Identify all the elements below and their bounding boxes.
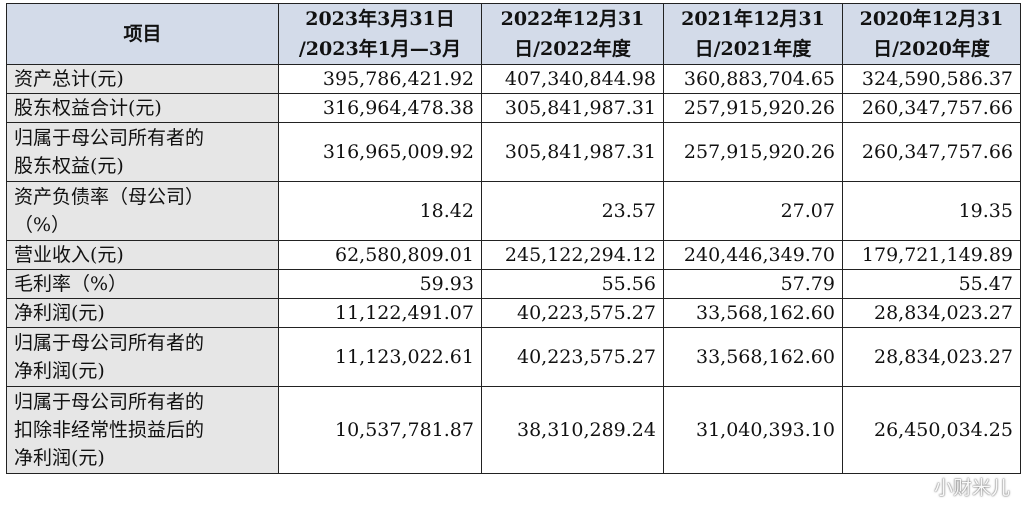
value-cell: 11,123,022.61 [278, 327, 482, 387]
value-cell: 305,841,987.31 [481, 93, 664, 123]
value-cell: 31,040,393.10 [663, 386, 843, 474]
value-cell: 38,310,289.24 [481, 386, 664, 474]
header-2022: 2022年12月31 日/2022年度 [481, 3, 664, 65]
table-row: 营业收入(元) 62,580,809.01 245,122,294.12 240,44… [6, 240, 1021, 270]
header-row: 项目 2023年3月31日 /2023年1月—3月 2022年12月31 日/2… [6, 3, 1021, 65]
value-cell: 179,721,149.89 [842, 240, 1021, 270]
table-row: 资产负债率（母公司） （%） 18.42 23.57 27.07 19.35 [6, 181, 1021, 241]
value-cell: 40,223,575.27 [481, 298, 664, 328]
header-2022-text: 2022年12月31 日/2022年度 [500, 8, 645, 60]
table-row: 归属于母公司所有者的 净利润(元) 11,123,022.61 40,223,575… [6, 327, 1021, 387]
header-2021-text: 2021年12月31 日/2021年度 [681, 8, 825, 60]
value-cell: 324,590,586.37 [842, 64, 1021, 94]
row-label: 归属于母公司所有者的 净利润(元) [6, 327, 279, 387]
value-cell: 33,568,162.60 [663, 327, 843, 387]
table-row: 归属于母公司所有者的 扣除非经常性损益后的 净利润(元) 10,537,781.8… [6, 386, 1021, 474]
value-cell: 62,580,809.01 [278, 240, 482, 270]
value-cell: 316,964,478.38 [278, 93, 482, 123]
value-cell: 407,340,844.98 [481, 64, 664, 94]
header-2023q1: 2023年3月31日 /2023年1月—3月 [278, 3, 482, 65]
value-cell: 260,347,757.66 [842, 122, 1021, 182]
header-2021: 2021年12月31 日/2021年度 [663, 3, 843, 65]
value-cell: 27.07 [663, 181, 843, 241]
value-cell: 11,122,491.07 [278, 298, 482, 328]
value-cell: 10,537,781.87 [278, 386, 482, 474]
table-row: 资产总计(元) 395,786,421.92 407,340,844.98 360,8… [6, 64, 1021, 94]
row-label: 归属于母公司所有者的 扣除非经常性损益后的 净利润(元) [6, 386, 279, 474]
table-row: 净利润(元) 11,122,491.07 40,223,575.27 33,568,1… [6, 298, 1021, 328]
row-label: 净利润(元) [6, 298, 279, 328]
value-cell: 257,915,920.26 [663, 122, 843, 182]
row-label: 资产负债率（母公司） （%） [6, 181, 279, 241]
row-label: 归属于母公司所有者的 股东权益(元) [6, 122, 279, 182]
row-label: 营业收入(元) [6, 240, 279, 270]
value-cell: 55.56 [481, 269, 664, 299]
value-cell: 18.42 [278, 181, 482, 241]
watermark: 小财米儿 [933, 477, 1010, 499]
header-2020: 2020年12月31 日/2020年度 [842, 3, 1021, 65]
financial-summary-table: 项目 2023年3月31日 /2023年1月—3月 2022年12月31 日/2… [6, 3, 1021, 474]
value-cell: 33,568,162.60 [663, 298, 843, 328]
value-cell: 260,347,757.66 [842, 93, 1021, 123]
value-cell: 40,223,575.27 [481, 327, 664, 387]
value-cell: 395,786,421.92 [278, 64, 482, 94]
value-cell: 23.57 [481, 181, 664, 241]
value-cell: 305,841,987.31 [481, 122, 664, 182]
value-cell: 19.35 [842, 181, 1021, 241]
value-cell: 28,834,023.27 [842, 327, 1021, 387]
row-label: 股东权益合计(元) [6, 93, 279, 123]
value-cell: 360,883,704.65 [663, 64, 843, 94]
header-2023q1-text: 2023年3月31日 /2023年1月—3月 [298, 8, 462, 60]
table-row: 毛利率（%） 59.93 55.56 57.79 55.47 [6, 269, 1021, 299]
value-cell: 26,450,034.25 [842, 386, 1021, 474]
value-cell: 245,122,294.12 [481, 240, 664, 270]
value-cell: 59.93 [278, 269, 482, 299]
header-item: 项目 [6, 3, 279, 65]
row-label: 毛利率（%） [6, 269, 279, 299]
value-cell: 316,965,009.92 [278, 122, 482, 182]
row-label: 资产总计(元) [6, 64, 279, 94]
table-row: 股东权益合计(元) 316,964,478.38 305,841,987.31 257… [6, 93, 1021, 123]
value-cell: 28,834,023.27 [842, 298, 1021, 328]
value-cell: 257,915,920.26 [663, 93, 843, 123]
value-cell: 57.79 [663, 269, 843, 299]
table-row: 归属于母公司所有者的 股东权益(元) 316,965,009.92 305,841,… [6, 122, 1021, 182]
value-cell: 55.47 [842, 269, 1021, 299]
header-2020-text: 2020年12月31 日/2020年度 [859, 8, 1004, 60]
value-cell: 240,446,349.70 [663, 240, 843, 270]
